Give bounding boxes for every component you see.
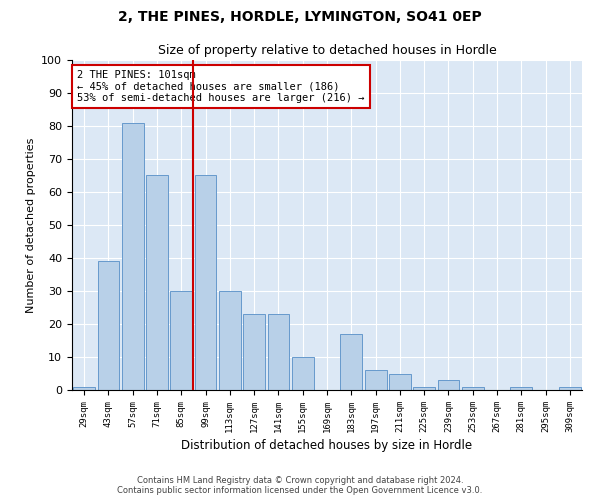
Bar — [268, 314, 289, 390]
Text: 2, THE PINES, HORDLE, LYMINGTON, SO41 0EP: 2, THE PINES, HORDLE, LYMINGTON, SO41 0E… — [118, 10, 482, 24]
Bar — [146, 176, 168, 390]
Y-axis label: Number of detached properties: Number of detached properties — [26, 138, 36, 312]
Text: Contains HM Land Registry data © Crown copyright and database right 2024.
Contai: Contains HM Land Registry data © Crown c… — [118, 476, 482, 495]
Title: Size of property relative to detached houses in Hordle: Size of property relative to detached ho… — [158, 44, 496, 58]
Bar — [389, 374, 411, 390]
Bar — [365, 370, 386, 390]
Bar — [194, 176, 217, 390]
Bar — [219, 291, 241, 390]
Bar — [559, 386, 581, 390]
Bar — [413, 386, 435, 390]
Text: 2 THE PINES: 101sqm
← 45% of detached houses are smaller (186)
53% of semi-detac: 2 THE PINES: 101sqm ← 45% of detached ho… — [77, 70, 365, 103]
X-axis label: Distribution of detached houses by size in Hordle: Distribution of detached houses by size … — [181, 439, 473, 452]
Bar — [437, 380, 460, 390]
Bar — [73, 386, 95, 390]
Bar — [97, 262, 119, 390]
Bar — [511, 386, 532, 390]
Bar — [243, 314, 265, 390]
Bar — [462, 386, 484, 390]
Bar — [292, 357, 314, 390]
Bar — [340, 334, 362, 390]
Bar — [122, 122, 143, 390]
Bar — [170, 291, 192, 390]
